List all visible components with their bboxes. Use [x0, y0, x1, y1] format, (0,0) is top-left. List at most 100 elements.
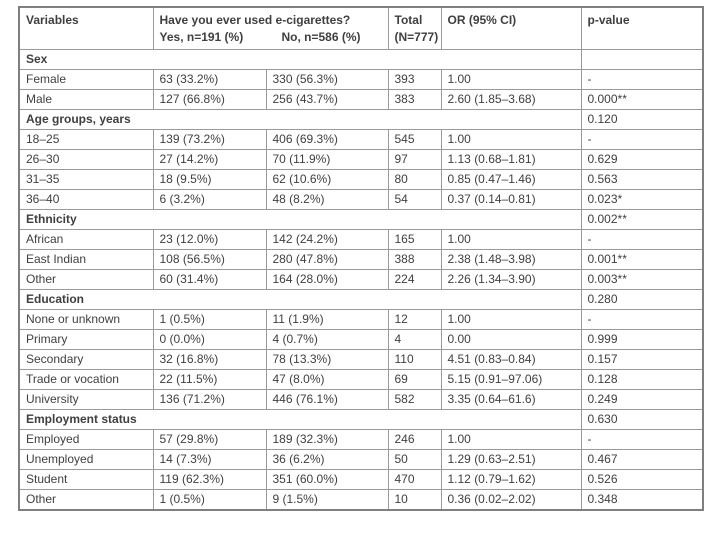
- yes-count-cell: 0 (0.0%): [152, 329, 267, 350]
- pvalue-cell: 0.128: [580, 369, 704, 390]
- pvalue-cell: -: [580, 309, 704, 330]
- pvalue-cell: 0.000**: [580, 89, 704, 110]
- no-count-cell: 70 (11.9%): [265, 149, 389, 170]
- section-pvalue-cell: 0.280: [581, 289, 704, 310]
- no-count-cell: 36 (6.2%): [265, 449, 389, 470]
- table-row: 31–35 18 (9.5%) 62 (10.6%) 80 0.85 (0.47…: [18, 169, 704, 190]
- pvalue-cell: 0.467: [580, 449, 704, 470]
- table-row: Other 1 (0.5%) 9 (1.5%) 10 0.36 (0.02–2.…: [18, 489, 704, 511]
- total-cell: 110: [387, 349, 442, 370]
- col-header-yes: Yes, n=191 (%): [159, 30, 244, 44]
- or-cell: 1.00: [440, 229, 582, 250]
- yes-count-cell: 108 (56.5%): [152, 249, 267, 270]
- section-pvalue-cell: 0.120: [581, 109, 704, 130]
- section-label: Age groups, years: [18, 109, 582, 130]
- pvalue-cell: 0.249: [580, 389, 704, 410]
- pvalue-cell: 0.999: [580, 329, 704, 350]
- no-count-cell: 48 (8.2%): [265, 189, 389, 210]
- variable-cell: African: [18, 229, 154, 250]
- total-cell: 50: [387, 449, 442, 470]
- variable-cell: None or unknown: [18, 309, 154, 330]
- section-label: Sex: [18, 49, 582, 70]
- variable-cell: East Indian: [18, 249, 154, 270]
- yes-count-cell: 60 (31.4%): [152, 269, 267, 290]
- or-cell: 3.35 (0.64–61.6): [440, 389, 582, 410]
- total-cell: 69: [387, 369, 442, 390]
- table-row: 26–30 27 (14.2%) 70 (11.9%) 97 1.13 (0.6…: [18, 149, 704, 170]
- or-cell: 0.00: [440, 329, 582, 350]
- section-row-sex: Sex: [18, 49, 704, 70]
- col-header-ecig-group: Have you ever used e-cigarettes? Yes, n=…: [152, 6, 389, 50]
- yes-count-cell: 23 (12.0%): [152, 229, 267, 250]
- pvalue-cell: 0.003**: [580, 269, 704, 290]
- total-cell: 12: [387, 309, 442, 330]
- table-row: Primary 0 (0.0%) 4 (0.7%) 4 0.00 0.999: [18, 329, 704, 350]
- total-cell: 393: [387, 69, 442, 90]
- no-count-cell: 280 (47.8%): [265, 249, 389, 270]
- or-cell: 0.85 (0.47–1.46): [440, 169, 582, 190]
- variable-cell: Primary: [18, 329, 154, 350]
- section-pvalue-cell: [581, 49, 704, 70]
- yes-count-cell: 119 (62.3%): [152, 469, 267, 490]
- table-row: Female 63 (33.2%) 330 (56.3%) 393 1.00 -: [18, 69, 704, 90]
- or-cell: 2.26 (1.34–3.90): [440, 269, 582, 290]
- or-cell: 2.60 (1.85–3.68): [440, 89, 582, 110]
- table-row: Male 127 (66.8%) 256 (43.7%) 383 2.60 (1…: [18, 89, 704, 110]
- variable-cell: Secondary: [18, 349, 154, 370]
- total-cell: 80: [387, 169, 442, 190]
- variable-cell: 36–40: [18, 189, 154, 210]
- yes-count-cell: 63 (33.2%): [152, 69, 267, 90]
- variable-cell: Male: [18, 89, 154, 110]
- col-header-variables: Variables: [18, 6, 154, 50]
- yes-count-cell: 22 (11.5%): [152, 369, 267, 390]
- variable-cell: Female: [18, 69, 154, 90]
- pvalue-cell: 0.157: [580, 349, 704, 370]
- no-count-cell: 256 (43.7%): [265, 89, 389, 110]
- pvalue-cell: -: [580, 129, 704, 150]
- table-row: East Indian 108 (56.5%) 280 (47.8%) 388 …: [18, 249, 704, 270]
- yes-count-cell: 6 (3.2%): [152, 189, 267, 210]
- no-count-cell: 11 (1.9%): [265, 309, 389, 330]
- pvalue-cell: -: [580, 429, 704, 450]
- no-count-cell: 4 (0.7%): [265, 329, 389, 350]
- table-row: Trade or vocation 22 (11.5%) 47 (8.0%) 6…: [18, 369, 704, 390]
- no-count-cell: 78 (13.3%): [265, 349, 389, 370]
- section-row-age-groups: Age groups, years 0.120: [18, 109, 704, 130]
- yes-count-cell: 136 (71.2%): [152, 389, 267, 410]
- no-count-cell: 406 (69.3%): [265, 129, 389, 150]
- no-count-cell: 142 (24.2%): [265, 229, 389, 250]
- or-cell: 1.00: [440, 429, 582, 450]
- no-count-cell: 164 (28.0%): [265, 269, 389, 290]
- or-cell: 1.29 (0.63–2.51): [440, 449, 582, 470]
- total-cell: 383: [387, 89, 442, 110]
- total-cell: 545: [387, 129, 442, 150]
- yes-count-cell: 57 (29.8%): [152, 429, 267, 450]
- pvalue-cell: -: [580, 69, 704, 90]
- total-cell: 388: [387, 249, 442, 270]
- col-header-no: No, n=586 (%): [281, 30, 361, 44]
- section-label: Employment status: [18, 409, 582, 430]
- pvalue-cell: 0.563: [580, 169, 704, 190]
- yes-count-cell: 1 (0.5%): [152, 309, 267, 330]
- total-cell: 470: [387, 469, 442, 490]
- no-count-cell: 189 (32.3%): [265, 429, 389, 450]
- variable-cell: University: [18, 389, 154, 410]
- or-cell: 1.00: [440, 69, 582, 90]
- section-pvalue-cell: 0.630: [581, 409, 704, 430]
- total-cell: 10: [387, 489, 442, 511]
- group-title: Have you ever used e-cigarettes?: [159, 13, 351, 27]
- col-header-or: OR (95% CI): [440, 6, 582, 50]
- table-row: Employed 57 (29.8%) 189 (32.3%) 246 1.00…: [18, 429, 704, 450]
- section-row-employment-status: Employment status 0.630: [18, 409, 704, 430]
- section-row-education: Education 0.280: [18, 289, 704, 310]
- table-row: None or unknown 1 (0.5%) 11 (1.9%) 12 1.…: [18, 309, 704, 330]
- variable-cell: Other: [18, 489, 154, 511]
- variable-cell: Other: [18, 269, 154, 290]
- yes-count-cell: 1 (0.5%): [152, 489, 267, 511]
- total-cell: 97: [387, 149, 442, 170]
- table-row: University 136 (71.2%) 446 (76.1%) 582 3…: [18, 389, 704, 410]
- or-cell: 2.38 (1.48–3.98): [440, 249, 582, 270]
- table-container: Variables Have you ever used e-cigarette…: [18, 6, 704, 511]
- total-cell: 246: [387, 429, 442, 450]
- no-count-cell: 47 (8.0%): [265, 369, 389, 390]
